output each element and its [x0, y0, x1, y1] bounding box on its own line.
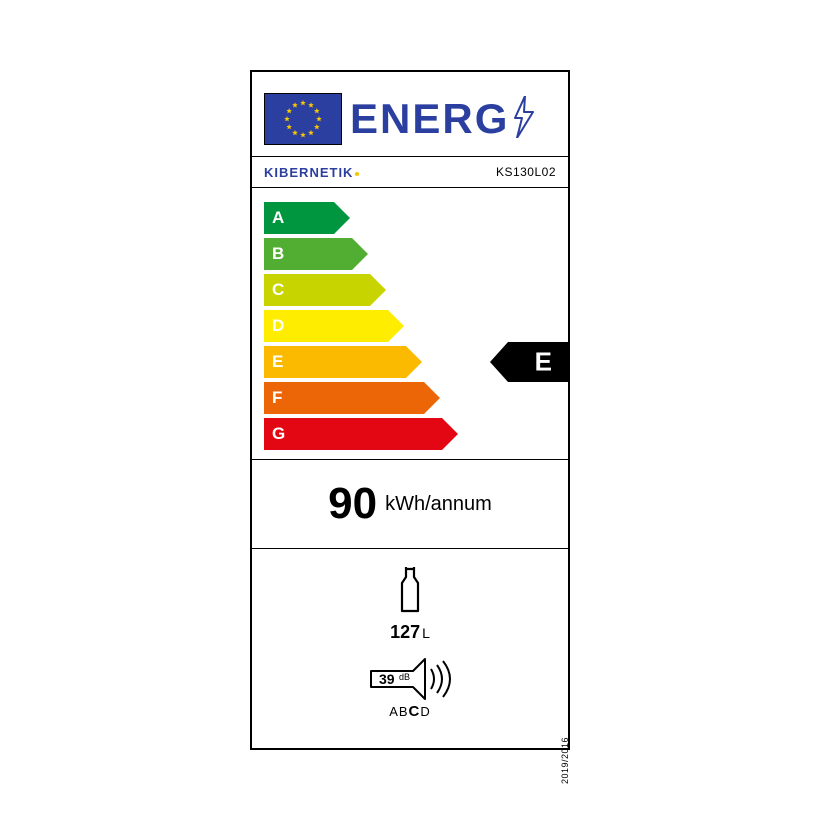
noise-classes-before: AB: [389, 704, 408, 719]
noise-classes: ABCD: [389, 703, 431, 720]
capacity-row: 127L: [390, 567, 430, 643]
capacity-number: 127: [390, 622, 420, 642]
eu-flag-icon: [264, 93, 342, 145]
class-row-c: C: [264, 274, 556, 306]
class-row-g: G: [264, 418, 556, 450]
brand-row: KIBERNETIK KS130L02: [252, 156, 568, 188]
energy-title-text: ENERG: [350, 98, 509, 140]
noise-row: 39 dB ABCD: [365, 657, 455, 720]
class-row-f: F: [264, 382, 556, 414]
brand-name: KIBERNETIK: [264, 165, 359, 180]
lightning-icon: [511, 96, 535, 143]
bottle-icon: [398, 567, 422, 618]
class-row-b: B: [264, 238, 556, 270]
brand-dot-icon: [355, 172, 359, 176]
class-letter: C: [272, 280, 284, 300]
canvas: ENERG KIBERNETIK KS130L02 ABCDEFG: [0, 0, 821, 820]
consumption-row: 90 kWh/annum: [252, 460, 568, 549]
model-number: KS130L02: [496, 165, 556, 179]
class-letter: G: [272, 424, 285, 444]
energy-scale: ABCDEFG E: [252, 188, 568, 460]
noise-classes-after: D: [420, 704, 430, 719]
rating-letter: E: [535, 347, 552, 378]
energy-title: ENERG: [350, 96, 556, 143]
consumption-value: 90: [328, 479, 377, 529]
class-letter: F: [272, 388, 282, 408]
class-letter: E: [272, 352, 283, 372]
consumption-unit: kWh/annum: [385, 493, 492, 516]
rating-pointer: E: [490, 342, 568, 382]
noise-unit: dB: [399, 672, 410, 682]
class-row-a: A: [264, 202, 556, 234]
energy-label: ENERG KIBERNETIK KS130L02 ABCDEFG: [250, 70, 570, 750]
speaker-icon: 39 dB: [365, 657, 455, 701]
class-letter: D: [272, 316, 284, 336]
noise-value: 39: [379, 671, 395, 687]
noise-class-current: C: [409, 703, 421, 720]
specs-section: 127L 39 dB ABCD 2019/2: [252, 549, 568, 745]
brand-name-text: KIBERNETIK: [264, 165, 353, 180]
class-letter: A: [272, 208, 284, 228]
class-letter: B: [272, 244, 284, 264]
class-row-d: D: [264, 310, 556, 342]
regulation-text: 2019/2016: [560, 737, 570, 784]
label-header: ENERG: [252, 72, 568, 156]
capacity-value: 127L: [390, 622, 430, 643]
capacity-unit: L: [422, 625, 430, 641]
